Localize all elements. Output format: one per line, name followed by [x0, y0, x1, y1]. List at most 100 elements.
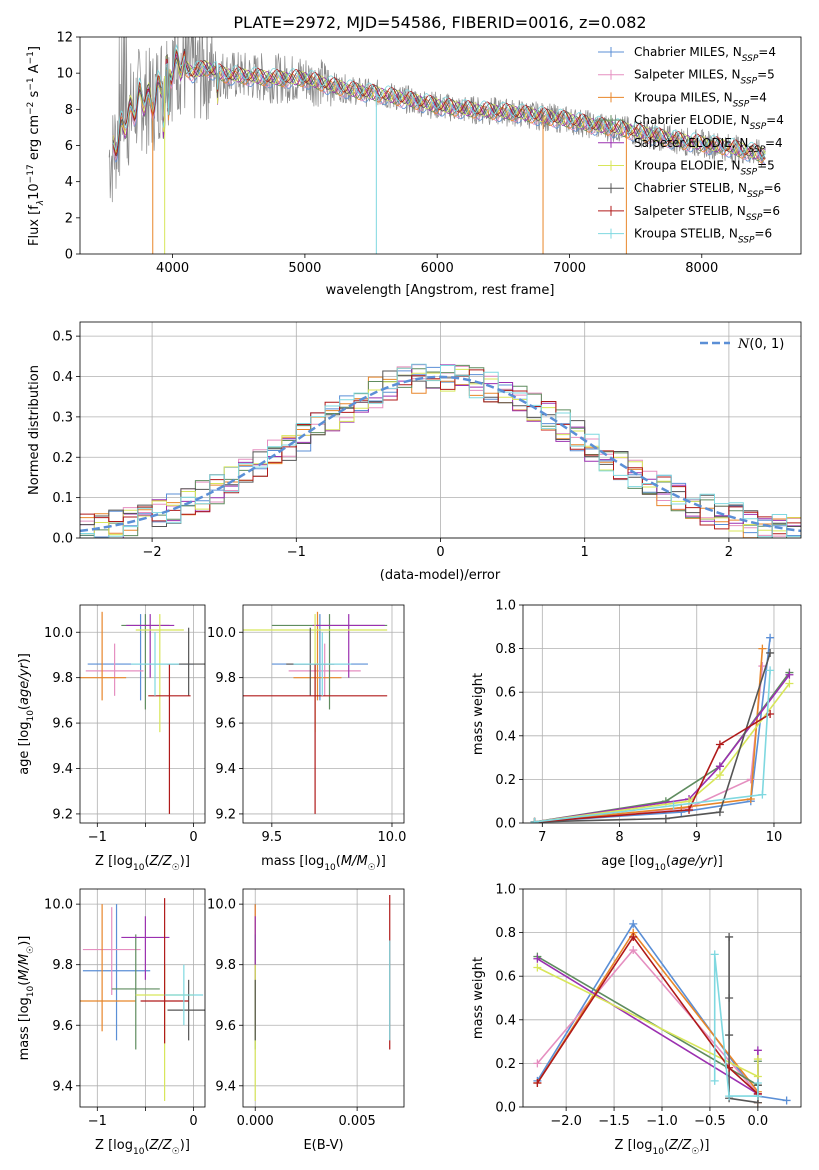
x-tick-label: −1 — [287, 545, 306, 560]
error-cross — [126, 614, 175, 678]
y-tick-label: 10.0 — [44, 898, 73, 913]
error-cross — [82, 907, 141, 995]
error-cross — [293, 611, 342, 701]
weight-marker — [725, 1092, 734, 1101]
legend-entry: Salpeter STELIB, NSSP=6 — [634, 204, 780, 223]
weight-line — [534, 652, 771, 823]
x-tick-label: 7000 — [553, 261, 586, 276]
error-cross — [164, 964, 204, 1026]
weight-marker — [685, 805, 694, 814]
y-tick-label: 9.6 — [52, 717, 73, 732]
gaussian-curve — [80, 375, 801, 533]
residuals-plot-area — [80, 363, 801, 538]
weight-marker — [629, 946, 638, 955]
mass_vs_Z-xlabel: Z [log10(Z/Z☉)] — [95, 1138, 190, 1157]
weight-marker — [758, 644, 767, 653]
age_vs_Z-ylabel: age [log10(age/yr)] — [17, 653, 36, 775]
weight-marker — [530, 817, 539, 823]
weight-marker — [629, 932, 638, 941]
legend-entry: Chabrier MILES, NSSP=4 — [634, 45, 776, 64]
mass_vs_Z-ylabel: mass [log10(M/M☉)] — [17, 936, 36, 1061]
y-tick-label: 0.2 — [495, 1057, 516, 1072]
residuals-xlabel: (data-model)/error — [380, 568, 501, 583]
legend-entry: N(0, 1) — [737, 337, 784, 352]
weight-marker — [533, 963, 542, 972]
weight-marker — [782, 1096, 791, 1105]
mass_vs_EBV-axes: 0.000 0.005 9.4 9.6 9.8 10.0 E(B-V) — [207, 888, 405, 1153]
residuals-axes: −2 −1 0 1 2 0.0 0.1 0.2 0.3 0.4 0.5 N(0, 1) (data-mo… — [27, 321, 802, 583]
y-tick-label: 0.4 — [52, 370, 73, 385]
legend-entry: Kroupa ELODIE, NSSP=5 — [634, 159, 775, 178]
age_vs_Z-plot-area — [80, 611, 205, 814]
y-tick-label: 9.4 — [215, 762, 236, 777]
x-tick-label: 5000 — [288, 261, 321, 276]
error-cross — [82, 904, 151, 1041]
weight-marker — [753, 1046, 762, 1055]
spectrum-ylabel: Flux [fλ10−17 erg cm−2 s−1 A−1] — [26, 46, 46, 246]
weight-marker — [629, 919, 638, 928]
weight-marker — [766, 633, 775, 642]
y-tick-label: 0.6 — [495, 970, 516, 985]
spectrum-axes: 4000 5000 6000 7000 8000 0 2 4 6 8 10 12 Chabrier MI… — [26, 31, 802, 298]
x-tick-label: −0.5 — [694, 1114, 726, 1129]
weight-marker — [710, 950, 719, 959]
y-tick-label: 0.3 — [52, 410, 73, 425]
y-tick-label: 9.8 — [52, 958, 73, 973]
weight-marker — [661, 814, 670, 823]
error-cross — [130, 632, 180, 696]
residuals-frame — [79, 321, 802, 539]
legend-entry: Chabrier STELIB, NSSP=6 — [634, 181, 781, 200]
x-tick-label: 4000 — [156, 261, 189, 276]
y-tick-label: 0.5 — [52, 330, 73, 345]
mass_vs_EBV-plot-area — [254, 895, 391, 1101]
weight-marker — [758, 790, 767, 799]
y-tick-label: 9.6 — [52, 1019, 73, 1034]
y-tick-label: 10.0 — [207, 898, 236, 913]
weight-line — [534, 683, 791, 823]
spectrum-plot-area — [108, 37, 766, 254]
massweight_vs_Z-ylabel: mass weight — [471, 957, 486, 1039]
y-tick-label: 1.0 — [495, 883, 516, 898]
error-cross — [140, 898, 189, 1044]
y-tick-label: 9.6 — [215, 717, 236, 732]
x-tick-label: −1 — [88, 830, 107, 845]
y-tick-label: 9.6 — [215, 1019, 236, 1034]
y-tick-label: 0.4 — [495, 1013, 516, 1028]
y-tick-label: 0.8 — [495, 642, 516, 657]
x-tick-label: 0 — [189, 830, 197, 845]
weight-marker — [766, 666, 775, 675]
weight-marker — [753, 1079, 762, 1088]
massweight_vs_age-ylabel: mass weight — [471, 673, 486, 755]
y-tick-label: 0.0 — [495, 817, 516, 832]
spectrum-legend: Chabrier MILES, NSSP=4 Salpeter MILES, NS… — [598, 45, 784, 246]
massweight_vs_Z-xlabel: Z [log10(Z/Z☉)] — [615, 1138, 710, 1157]
model-spectrum — [112, 44, 766, 158]
y-tick-label: 9.2 — [52, 807, 73, 822]
y-tick-label: 12 — [56, 31, 73, 46]
y-tick-label: 0.1 — [52, 491, 73, 506]
legend-entry: Kroupa STELIB, NSSP=6 — [634, 227, 772, 246]
y-tick-label: 10.0 — [44, 626, 73, 641]
y-tick-label: 0.2 — [495, 773, 516, 788]
y-tick-label: 0.8 — [495, 926, 516, 941]
x-tick-label: 7 — [538, 830, 546, 845]
age_vs_mass-plot-area — [243, 611, 388, 814]
y-tick-label: 9.8 — [215, 671, 236, 686]
age_vs_Z-frame — [79, 604, 206, 824]
weight-line — [534, 713, 771, 823]
y-tick-label: 9.4 — [52, 1079, 73, 1094]
spectrum-frame — [79, 36, 802, 255]
age_vs_mass-axes: 9.5 10.0 9.2 9.4 9.6 9.8 10.0 mass [log10(M/M☉)… — [207, 604, 406, 873]
weight-marker — [715, 808, 724, 817]
mass_vs_EBV-xlabel: E(B-V) — [303, 1138, 343, 1153]
residuals-ylabel: Normed distribution — [27, 365, 42, 495]
mass_vs_Z-axes: −1 0 9.4 9.6 9.8 10.0 Z [log10(Z/Z☉)] mass [log… — [17, 888, 206, 1157]
model-spectrum — [112, 50, 766, 160]
residual-histogram — [80, 369, 801, 535]
massweight_vs_Z-frame — [522, 888, 802, 1108]
y-tick-label: 9.4 — [52, 762, 73, 777]
weight-line — [534, 674, 791, 823]
